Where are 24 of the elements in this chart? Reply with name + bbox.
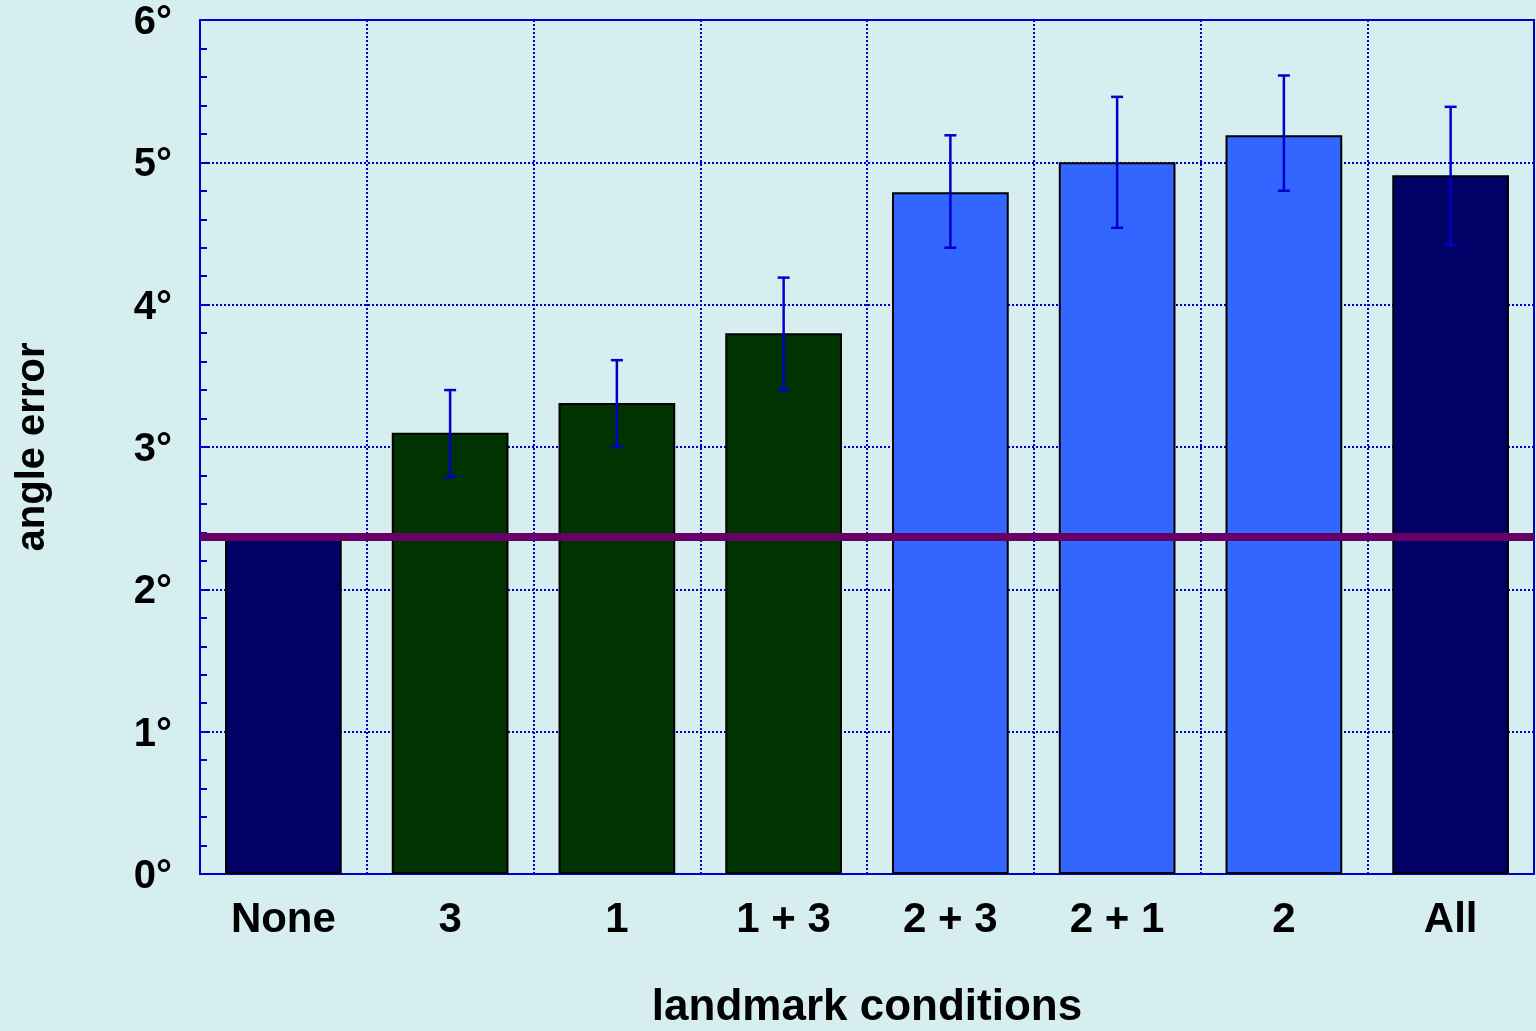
bar (558, 402, 676, 874)
x-tick-label: None (230, 893, 336, 941)
y-axis-title: angle error (8, 342, 52, 552)
bar (1058, 162, 1176, 874)
x-axis-title: landmark conditions (651, 979, 1083, 1029)
y-tick-label: 1° (133, 709, 172, 754)
x-tick-label: 2 (1272, 893, 1296, 941)
x-tick-label: All (1423, 893, 1478, 941)
bar (1225, 135, 1343, 874)
bar (892, 192, 1009, 874)
x-tick-label: 1 + 3 (736, 893, 831, 941)
y-tick-label: 6° (133, 0, 172, 42)
y-tick-label: 0° (133, 852, 172, 896)
y-tick-label: 5° (133, 140, 172, 185)
bar (391, 432, 509, 874)
bar (725, 333, 842, 874)
y-tick-label: 4° (133, 282, 172, 327)
x-tick-label: 3 (438, 893, 462, 941)
y-tick-label: 2° (133, 567, 172, 612)
x-tick-label: 1 (605, 893, 629, 941)
x-tick-label: 2 + 1 (1069, 893, 1165, 941)
x-tick-label: 2 + 3 (903, 893, 998, 941)
y-tick-label: 3° (133, 425, 172, 469)
bar (1392, 175, 1509, 874)
